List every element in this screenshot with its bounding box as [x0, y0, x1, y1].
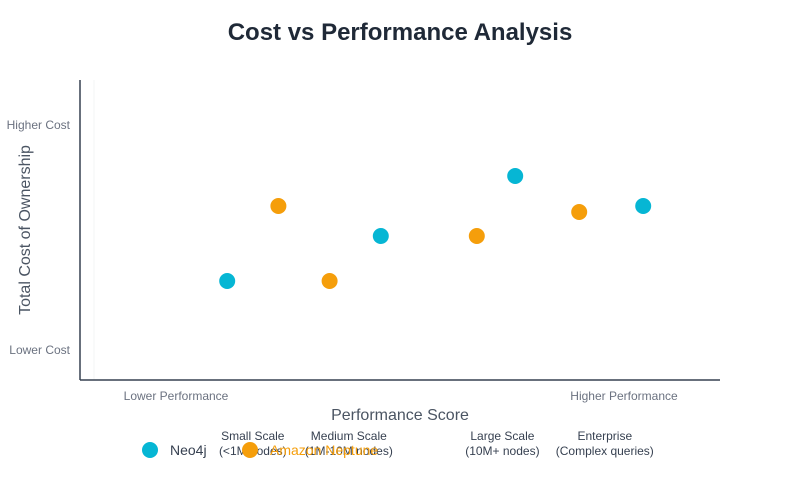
scale-annotations: Small Scale(<1M nodes)Medium Scale(1M-10… — [219, 429, 654, 458]
annotation-title: Large Scale — [470, 429, 534, 443]
annotation-detail: (10M+ nodes) — [465, 444, 539, 458]
legend-marker — [142, 442, 158, 458]
x-tick-label: Lower Performance — [124, 389, 229, 403]
data-points — [219, 168, 652, 289]
data-point — [635, 198, 652, 214]
data-point — [468, 228, 485, 244]
legend-label: Amazon Neptune — [270, 442, 378, 458]
data-point — [507, 168, 524, 184]
annotation-title: Enterprise — [577, 429, 632, 443]
y-tick-label: Higher Cost — [7, 118, 71, 132]
annotation-title: Medium Scale — [311, 429, 387, 443]
annotation-title: Small Scale — [221, 429, 285, 443]
tick-labels: Lower Performance Higher Performance Lower… — [7, 118, 678, 403]
y-tick-label: Lower Cost — [9, 343, 70, 357]
legend: Neo4j Amazon Neptune — [142, 442, 378, 458]
x-axis-title: Performance Score — [331, 407, 469, 424]
data-point — [372, 228, 389, 244]
data-point — [270, 198, 287, 214]
annotation-detail: (1M-10M nodes) — [305, 444, 393, 458]
legend-marker — [242, 442, 258, 458]
y-axis-title: Total Cost of Ownership — [17, 145, 34, 315]
annotation-detail: (Complex queries) — [556, 444, 654, 458]
legend-label: Neo4j — [170, 442, 207, 458]
data-point — [321, 273, 338, 289]
x-tick-label: Higher Performance — [570, 389, 678, 403]
data-point — [571, 204, 588, 220]
data-point — [219, 273, 236, 289]
chart-title: Cost vs Performance Analysis — [228, 19, 573, 46]
